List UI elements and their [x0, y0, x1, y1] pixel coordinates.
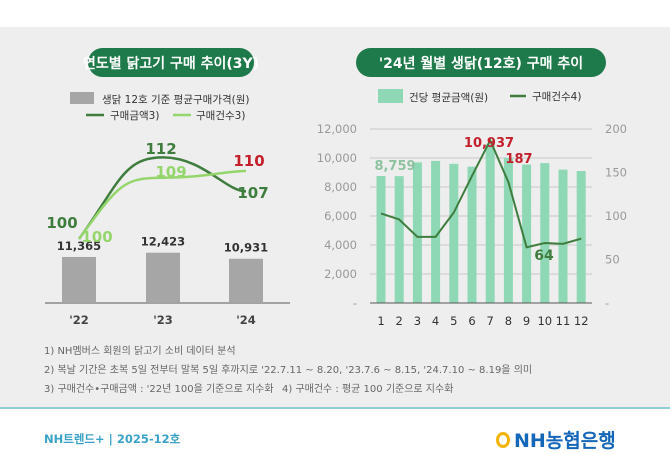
bar-label: 11,365 — [57, 239, 101, 253]
bar — [431, 160, 441, 303]
y-right-tick-label: 150 — [605, 166, 627, 180]
bar — [229, 258, 263, 303]
note-2: 2) 복날 기간은 초복 5일 전부터 말복 5일 후까지로 '22.7.11 … — [44, 365, 533, 376]
y-left-tick-label: 2,000 — [324, 267, 357, 281]
chart1-title: 연도별 닭고기 구매 추이(3Y) — [83, 48, 259, 77]
x-tick-label: '22 — [69, 313, 89, 327]
x-tick-label: 9 — [523, 314, 530, 328]
data-label: 109 — [155, 163, 186, 181]
bar — [485, 144, 495, 303]
data-label: 8,759 — [374, 159, 415, 174]
data-label: 100 — [46, 214, 77, 232]
footer-issue: NH트렌드+ | 2025-12호 — [44, 432, 181, 446]
y-right-tick-label: 200 — [605, 122, 627, 136]
logo-icon — [496, 431, 510, 448]
x-tick-label: 3 — [414, 314, 421, 328]
bar — [540, 163, 550, 303]
x-tick-label: 7 — [487, 314, 494, 328]
x-tick-label: '24 — [236, 313, 256, 327]
x-tick-label: 6 — [468, 314, 475, 328]
data-label: 112 — [145, 140, 176, 158]
chart2-title: '24년 월별 생닭(12호) 구매 추이 — [356, 48, 606, 77]
legend-line-label: 구매건수4) — [532, 91, 581, 103]
data-label: 64 — [534, 248, 554, 264]
y-left-tick-label: - — [353, 296, 357, 310]
data-label: 110 — [233, 152, 264, 170]
x-tick-label: 12 — [574, 314, 589, 328]
legend-bar-label: 생닭 12호 기준 평균구매가격(원) — [102, 93, 250, 106]
bar — [146, 252, 180, 303]
legend-line-label: 구매건수3) — [196, 110, 245, 122]
x-tick-label: 1 — [377, 314, 384, 328]
data-label: 107 — [237, 184, 268, 202]
bar — [394, 176, 404, 303]
line-series-1 — [77, 169, 247, 240]
y-right-tick-label: 100 — [605, 209, 627, 223]
x-tick-label: 2 — [396, 314, 403, 328]
data-label: 187 — [505, 152, 532, 167]
line-series — [380, 137, 582, 249]
y-left-tick-label: 8,000 — [324, 180, 357, 194]
bar — [467, 166, 477, 303]
y-left-tick-label: 4,000 — [324, 238, 357, 252]
bar — [503, 158, 513, 303]
note-3: 3) 구매건수•구매금액 : '22년 100을 기준으로 지수화 — [44, 384, 274, 395]
x-tick-label: 4 — [432, 314, 439, 328]
note-1: 1) NH멤버스 회원의 닭고기 소비 데이터 분석 — [44, 346, 236, 357]
x-tick-label: 5 — [450, 314, 457, 328]
y-right-tick-label: - — [605, 296, 609, 310]
x-tick-label: '23 — [153, 313, 173, 327]
data-label: 100 — [81, 228, 112, 246]
bar-label: 10,931 — [224, 241, 268, 255]
y-left-tick-label: 12,000 — [317, 122, 357, 136]
bar — [412, 162, 422, 303]
divider — [0, 407, 670, 409]
y-left-tick-label: 10,000 — [317, 151, 357, 165]
y-right-tick-label: 50 — [605, 253, 620, 267]
bar — [376, 175, 386, 303]
bank-logo: NH농협은행 — [496, 426, 616, 453]
line-series-0 — [77, 156, 247, 240]
x-tick-label: 8 — [505, 314, 512, 328]
bar — [522, 164, 532, 303]
bar — [62, 256, 96, 303]
legend-line-label: 구매금액3) — [110, 110, 159, 122]
bar — [576, 171, 586, 303]
legend-bar-swatch — [70, 92, 94, 104]
data-label: 10,937 — [464, 136, 514, 151]
legend-bar-swatch — [378, 89, 403, 103]
bar — [449, 163, 459, 303]
bar-label: 12,423 — [141, 235, 185, 249]
x-tick-label: 11 — [556, 314, 571, 328]
content-panel — [0, 27, 670, 408]
y-left-tick-label: 6,000 — [324, 209, 357, 223]
bar — [558, 169, 568, 303]
legend-bar-label: 건당 평균금액(원) — [409, 92, 488, 104]
note-4: 4) 구매건수 : 평균 100 기준으로 지수화 — [282, 384, 454, 395]
logo-text: NH농협은행 — [514, 430, 616, 452]
x-tick-label: 10 — [537, 314, 552, 328]
